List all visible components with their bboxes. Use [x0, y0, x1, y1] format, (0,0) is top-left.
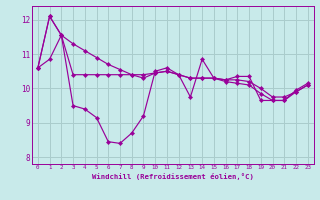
X-axis label: Windchill (Refroidissement éolien,°C): Windchill (Refroidissement éolien,°C)	[92, 173, 254, 180]
